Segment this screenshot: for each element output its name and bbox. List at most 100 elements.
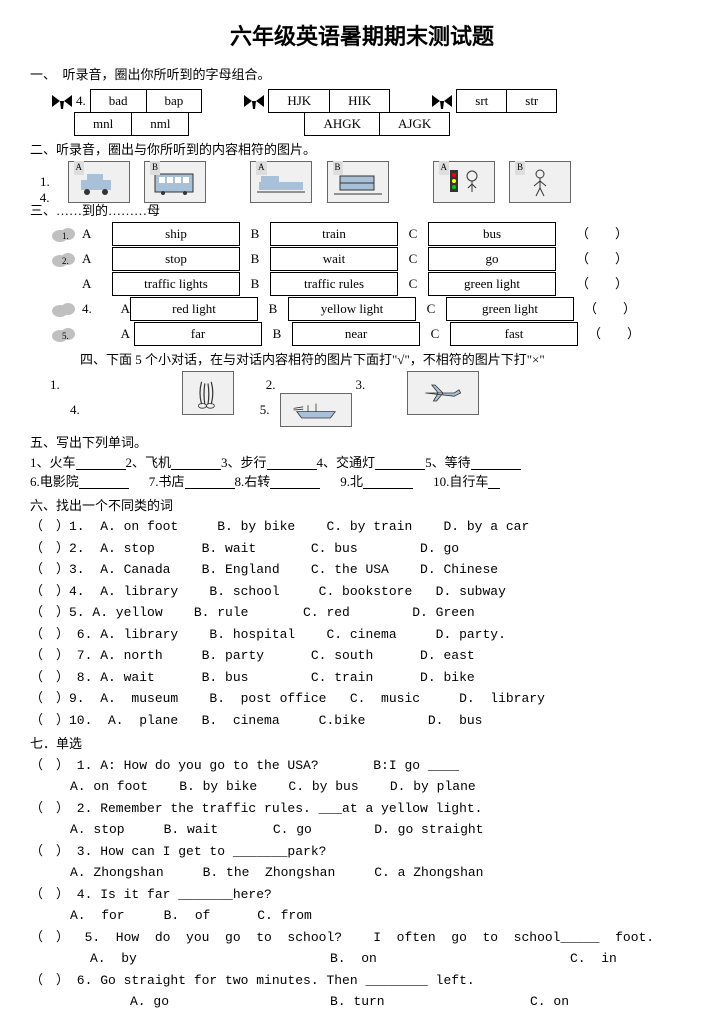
table-row: 5. A far B near C fast （ ） [50, 322, 694, 346]
q-stem: （ ） 5. How do you go to school? I often … [30, 928, 694, 948]
q-stem: （ ） 3. How can I get to _______park? [30, 842, 694, 862]
blank[interactable] [76, 455, 126, 470]
opt-b: B [240, 274, 270, 294]
cell: green light [446, 297, 574, 321]
label-a: A [256, 161, 267, 175]
q-stem: （ ） 4. Is it far _______here? [30, 885, 694, 905]
label-b: B [333, 161, 343, 175]
q-num: 5. [260, 400, 270, 420]
fill-item: 8.右转 [235, 472, 271, 492]
svg-text:5.: 5. [62, 331, 69, 341]
opt-c: C [420, 324, 450, 344]
cell: far [134, 322, 262, 346]
blank[interactable] [471, 455, 521, 470]
opt-c: C [398, 224, 428, 244]
cell: stop [112, 247, 240, 271]
q-num: 4. [40, 188, 50, 208]
mc-line: （ ） 6. A. library B. hospital C. cinema … [30, 625, 694, 645]
blank[interactable] [171, 455, 221, 470]
q-opts-row: A. go B. turn C. on [30, 992, 694, 1012]
blank[interactable] [79, 474, 129, 489]
table-row: 1. A ship B train C bus （ ） [50, 222, 694, 246]
opt-b: B [262, 324, 292, 344]
opt-a: A [102, 299, 130, 319]
label-a: A [74, 161, 85, 175]
cell: nml [132, 112, 189, 136]
cell: ship [112, 222, 240, 246]
mc-line: （ ）5. A. yellow B. rule C. red D. Green [30, 603, 694, 623]
opt-b: B [240, 249, 270, 269]
opt-a: A [82, 324, 134, 344]
cell: AJGK [380, 112, 450, 136]
mc-line: （ ） 8. A. wait B. bus C. train D. bike [30, 668, 694, 688]
q-num: 4. [70, 400, 80, 420]
cell: HIK [330, 89, 390, 113]
mc-line: （ ）4. A. library B. school C. bookstore … [30, 582, 694, 602]
blank[interactable] [488, 474, 500, 489]
bow-icon [242, 91, 266, 111]
cell: train [270, 222, 398, 246]
sec3-heading: 三、……到的………母 [30, 201, 694, 221]
q-num: 4. [82, 299, 102, 319]
cell: green light [428, 272, 556, 296]
opt-b: B. on [330, 949, 570, 969]
cell: str [507, 89, 557, 113]
cell-pair: AHGK AJGK [304, 112, 450, 136]
table-row: 4. A red light B yellow light C green li… [50, 297, 694, 321]
opt-c: C [398, 274, 428, 294]
fill-item: 7.书店 [149, 472, 185, 492]
cloud-icon [50, 299, 78, 319]
blank[interactable] [185, 474, 235, 489]
opt-c: C. in [570, 949, 617, 969]
q-num: 4. [76, 91, 86, 111]
opt-c: C [398, 249, 428, 269]
svg-text:2.: 2. [62, 256, 69, 266]
cell: wait [270, 247, 398, 271]
cell: traffic rules [270, 272, 398, 296]
picture-feet [182, 371, 234, 415]
cell: go [428, 247, 556, 271]
fill-item: 9.北 [340, 472, 363, 492]
section-7: 七．单选 （ ） 1. A: How do you go to the USA?… [30, 734, 694, 1012]
opt-b: B [240, 224, 270, 244]
blank[interactable] [363, 474, 413, 489]
mc-line: （ ）9. A. museum B. post office C. music … [30, 689, 694, 709]
mc-line: （ ） 7. A. north B. party C. south D. eas… [30, 646, 694, 666]
page-title: 六年级英语暑期期末测试题 [30, 20, 694, 53]
cell: bad [90, 89, 147, 113]
cell: HJK [268, 89, 330, 113]
cell: AHGK [304, 112, 380, 136]
opt-a: A. by [90, 949, 330, 969]
mc-line: （ ）2. A. stop B. wait C. bus D. go [30, 539, 694, 559]
cell: bus [428, 222, 556, 246]
q-opts-row: A. by B. on C. in [30, 949, 694, 969]
q-num: 1. [50, 375, 60, 395]
label-b: B [515, 161, 525, 175]
q-opts: A. for B. of C. from [30, 906, 694, 926]
q-stem: （ ） 2. Remember the traffic rules. ___at… [30, 799, 694, 819]
cell: fast [450, 322, 578, 346]
sec2-heading: 二、听录音，圈出与你所听到的内容相符的图片。 [30, 140, 694, 160]
cell-pair: HJK HIK [268, 89, 390, 113]
paren: （ ） [588, 324, 640, 344]
section-4: 四、下面 5 个小对话，在与对话内容相符的图片下面打"√"，不相符的图片下打"×… [30, 350, 694, 430]
fill-item: 10.自行车 [433, 472, 488, 492]
fill-item: 2、飞机 [126, 453, 172, 473]
cell-pair: mnl nml [74, 112, 189, 136]
blank[interactable] [375, 455, 425, 470]
cell: yellow light [288, 297, 416, 321]
opt-a: A [82, 274, 112, 294]
table-row: 2. A stop B wait C go （ ） [50, 247, 694, 271]
table-row: A traffic lights B traffic rules C green… [82, 272, 694, 296]
cloud-icon: 5. [50, 324, 78, 344]
paren: （ ） [576, 249, 628, 269]
opt-a: A [82, 249, 112, 269]
blank[interactable] [270, 474, 320, 489]
mc-line: （ ）3. A. Canada B. England C. the USA D.… [30, 560, 694, 580]
picture-plane [407, 371, 479, 415]
cell: red light [130, 297, 258, 321]
section-3: 三、……到的………母 1. A ship B train C bus （ ） 2… [30, 201, 694, 346]
sec6-heading: 六、找出一个不同类的词 [30, 496, 694, 516]
blank[interactable] [267, 455, 317, 470]
paren: （ ） [584, 299, 636, 319]
